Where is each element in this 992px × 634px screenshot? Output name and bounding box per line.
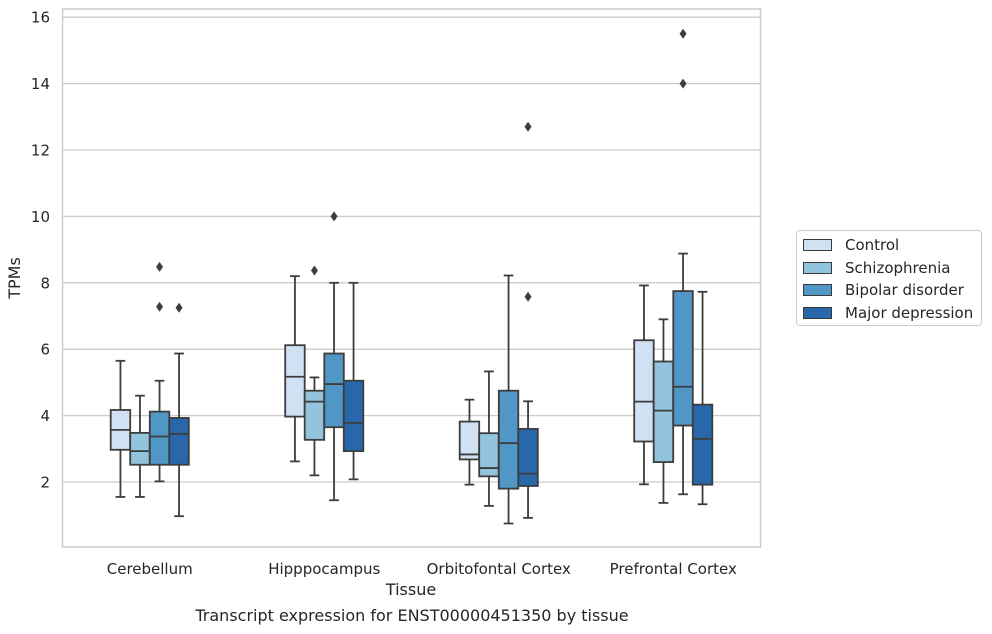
box-control [284, 275, 306, 463]
y-tick-labels: 2 4 6 8 10 12 14 16 [31, 9, 50, 492]
box-iqr [672, 290, 694, 427]
legend-swatch [803, 239, 832, 252]
y-tick-label: 12 [31, 142, 50, 160]
outlier-point [156, 261, 164, 272]
y-tick-label: 4 [40, 407, 50, 425]
box-control [633, 284, 655, 486]
box-iqr [497, 389, 520, 490]
x-tick-labels: Cerebellum Hipppocampus Orbitofontal Corte… [107, 560, 737, 578]
legend-label: Schizophrenia [845, 258, 951, 277]
box-iqr [303, 389, 326, 441]
x-tick-label: Prefrontal Cortex [610, 560, 737, 578]
box-iqr [342, 379, 365, 453]
box-iqr [652, 360, 675, 463]
box-bipolar-disorder [323, 211, 345, 502]
legend-item: Control [803, 234, 981, 257]
box-major-depression [517, 121, 539, 519]
legend: Control Schizophrenia Bipolar disorder Majo… [796, 230, 982, 326]
legend-swatch [803, 261, 832, 274]
box-bipolar-disorder [148, 261, 171, 483]
box-schizophrenia [478, 370, 500, 507]
x-tick-label: Cerebellum [107, 560, 193, 578]
chart-caption: Transcript expression for ENST0000045135… [195, 606, 629, 625]
y-tick-label: 14 [31, 75, 50, 93]
legend-label: Bipolar disorder [845, 281, 964, 300]
box-major-depression [168, 302, 190, 518]
y-tick-label: 16 [31, 9, 50, 27]
x-tick-label: Hipppocampus [268, 560, 380, 578]
box-iqr [129, 431, 151, 466]
box-major-depression [342, 281, 365, 481]
y-tick-label: 10 [31, 208, 50, 226]
outlier-point [679, 28, 687, 39]
plot-frame [61, 8, 762, 548]
box-iqr [284, 344, 306, 418]
outlier-point [175, 302, 183, 313]
legend-item: Schizophrenia [803, 257, 981, 280]
legend-label: Control [845, 236, 900, 255]
box-iqr [478, 432, 500, 478]
box-major-depression [691, 290, 714, 506]
box-iqr [323, 352, 345, 429]
box-control [458, 398, 481, 486]
box-iqr [517, 427, 539, 487]
outlier-point [524, 291, 532, 302]
legend-item: Major depression [803, 302, 981, 325]
outlier-point [330, 211, 338, 222]
legend-item: Bipolar disorder [803, 279, 981, 302]
y-tick-label: 6 [40, 341, 50, 359]
outlier-point [156, 301, 164, 312]
box-iqr [633, 339, 655, 443]
y-tick-label: 2 [40, 474, 50, 492]
box-bipolar-disorder [497, 274, 520, 525]
legend-swatch [803, 306, 832, 319]
y-tick-label: 8 [40, 274, 50, 292]
box-schizophrenia [652, 318, 675, 504]
x-axis-label: Tissue [385, 580, 436, 599]
y-axis-label: TPMs [5, 257, 24, 300]
outlier-point [310, 265, 318, 276]
box-series [109, 28, 714, 525]
box-control [109, 359, 132, 498]
box-iqr [168, 417, 190, 466]
outlier-point [679, 78, 687, 89]
outlier-point [524, 121, 532, 132]
x-tick-label: Orbitofontal Cortex [427, 560, 571, 578]
box-iqr [148, 410, 171, 466]
box-schizophrenia [129, 394, 151, 498]
legend-swatch [803, 284, 832, 297]
box-iqr [691, 403, 714, 486]
box-bipolar-disorder [672, 28, 694, 496]
box-schizophrenia [303, 265, 326, 477]
legend-label: Major depression [845, 303, 974, 322]
